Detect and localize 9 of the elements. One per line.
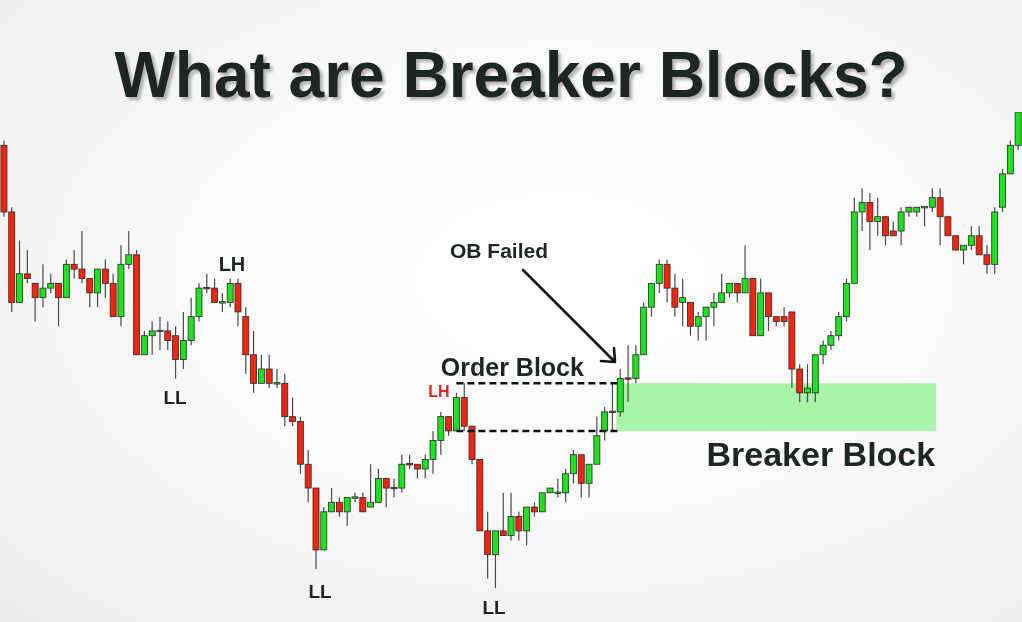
annotation: LL xyxy=(163,387,187,408)
annotation: LH xyxy=(428,383,450,400)
annotation: OB Failed xyxy=(449,239,549,262)
band-label: Breaker Block xyxy=(706,434,936,473)
ref-line-label: Order Block xyxy=(440,353,585,382)
text: LL xyxy=(482,597,506,618)
annotation: LL xyxy=(308,581,332,602)
chart-title: What are Breaker Blocks? xyxy=(113,38,909,113)
annotation: LH xyxy=(218,253,246,275)
